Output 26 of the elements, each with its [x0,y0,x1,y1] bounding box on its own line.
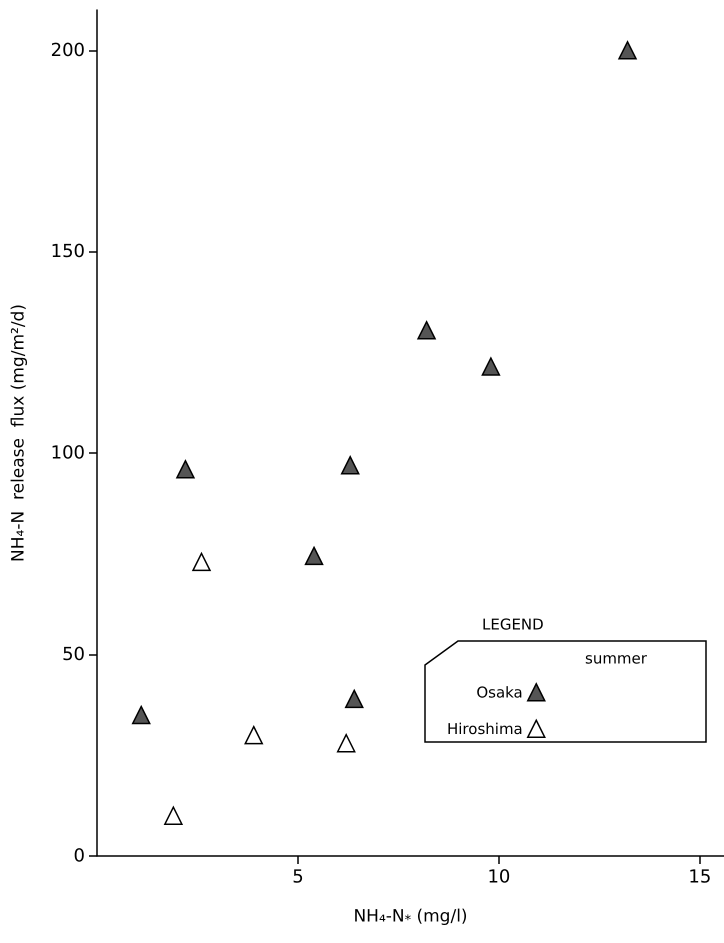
point [336,734,356,752]
point [340,456,360,474]
y-tick-label: 0 [74,846,85,866]
legend-label: Osaka [476,683,523,702]
point [176,460,195,479]
x-tick-label: 10 [487,866,510,888]
legend-label: Hiroshima [446,720,523,738]
annotation: summer [585,650,648,668]
point [417,321,436,340]
point [192,552,211,572]
point [618,41,637,60]
x-tick-label: 15 [688,866,712,888]
point [344,690,364,708]
y-tick-label: 150 [50,241,85,262]
point [164,806,183,825]
x-axis-title: NH₄-N* (mg/l) [353,906,468,928]
y-axis-title: NH₄-N release flux (mg/m²/d) [8,304,28,562]
y-tick-label: 200 [50,40,85,61]
x-tick-label: 5 [292,866,304,888]
y-tick-label: 50 [62,644,85,666]
point [482,357,500,376]
legend-title: LEGEND [482,616,544,634]
point [132,706,150,724]
point [304,546,324,566]
y-tick-label: 100 [50,442,85,464]
point [244,726,263,744]
